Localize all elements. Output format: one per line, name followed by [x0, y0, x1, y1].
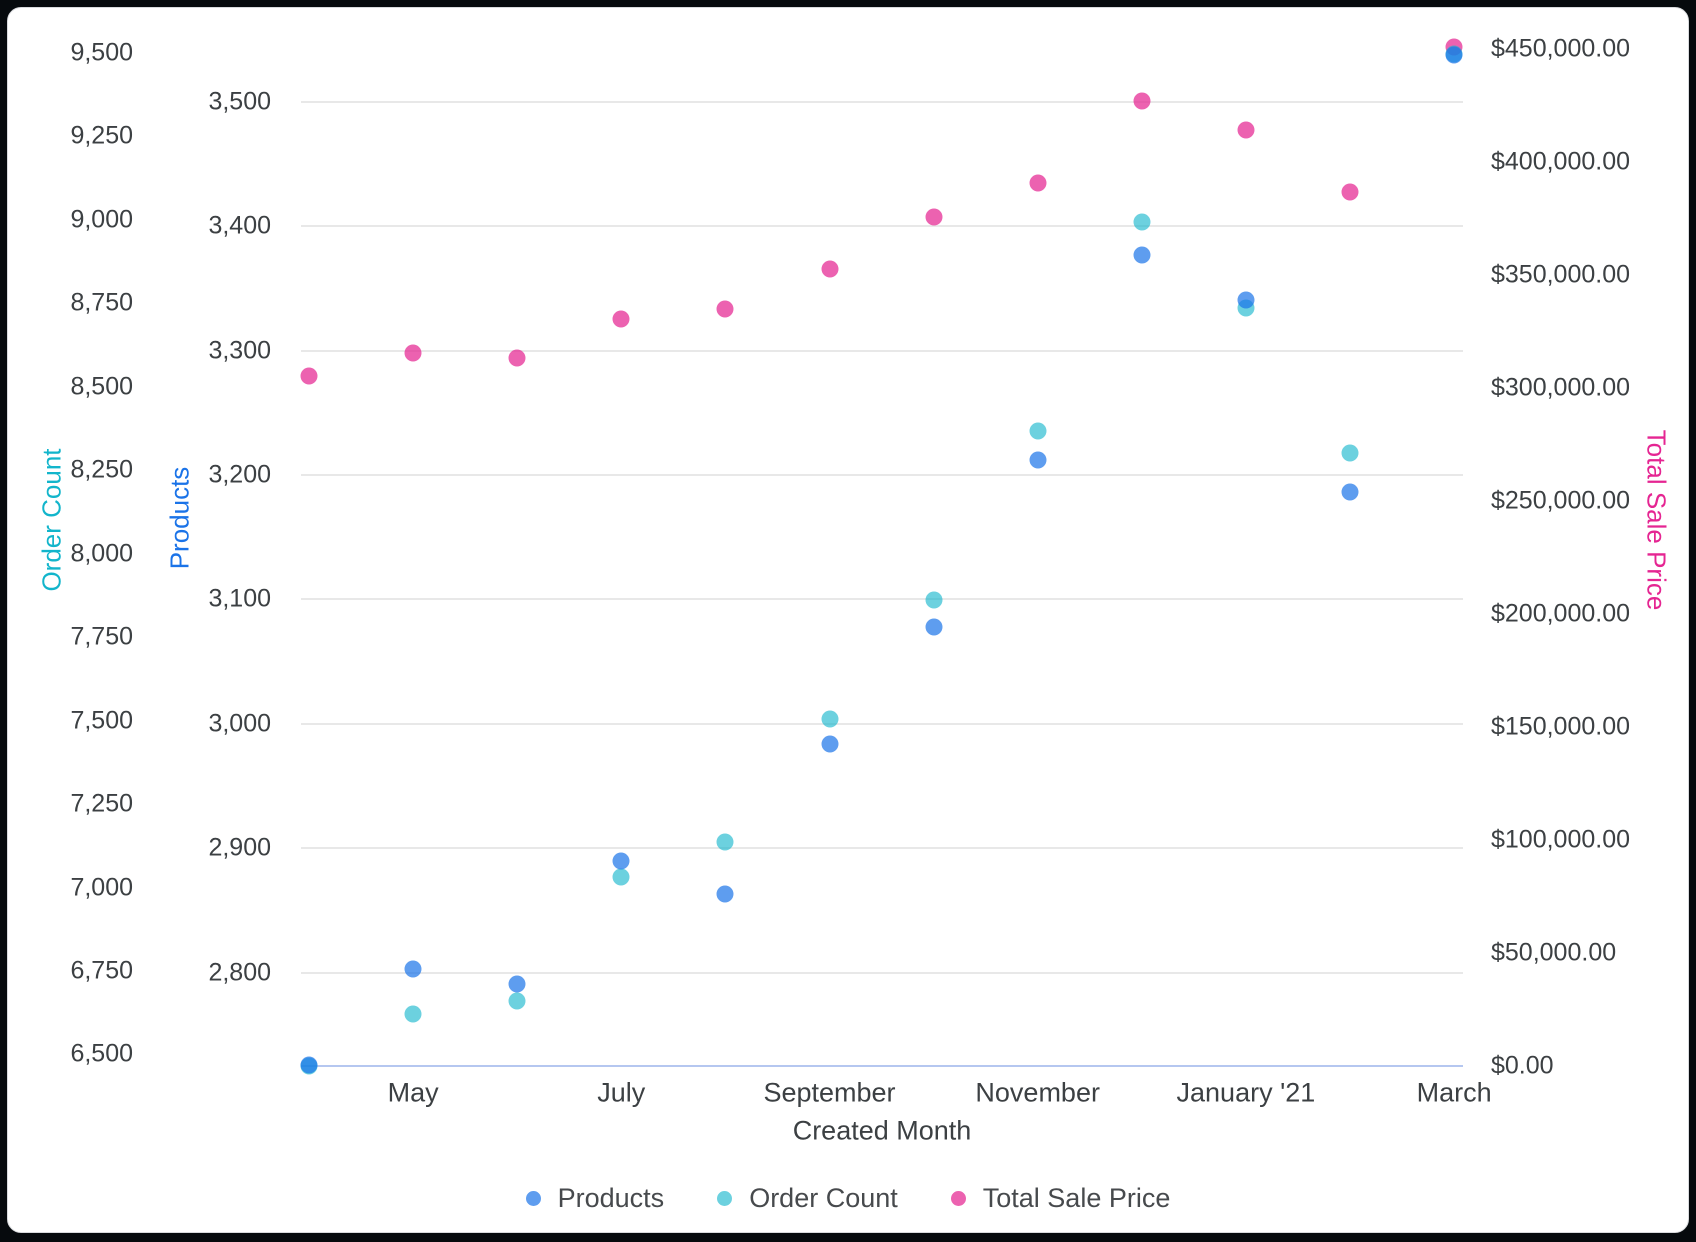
products-tick-label: 3,300	[208, 336, 271, 365]
total_sale_price-tick-label: $200,000.00	[1491, 599, 1631, 628]
order_count-tick-label: 9,000	[70, 205, 133, 234]
x-tick-label: January '21	[1176, 1077, 1316, 1108]
data-point-total-sale-price[interactable]	[404, 344, 422, 362]
data-point-total-sale-price[interactable]	[1133, 92, 1151, 110]
legend-item-products[interactable]: Products	[525, 1183, 665, 1214]
total_sale_price-tick-label: $350,000.00	[1491, 260, 1631, 289]
data-point-products[interactable]	[300, 1056, 318, 1074]
legend-label: Order Count	[749, 1183, 898, 1213]
data-point-order-count[interactable]	[612, 868, 630, 886]
x-tick-label: May	[387, 1077, 439, 1108]
legend-item-total-sale-price[interactable]: Total Sale Price	[950, 1183, 1171, 1214]
data-point-total-sale-price[interactable]	[612, 310, 630, 328]
order_count-tick-label: 7,000	[70, 873, 133, 901]
data-point-total-sale-price[interactable]	[925, 208, 943, 226]
data-point-order-count[interactable]	[925, 591, 943, 609]
gridline	[301, 101, 1463, 103]
order_count-tick-label: 9,500	[70, 38, 133, 67]
products-tick-label: 3,000	[208, 709, 271, 738]
products-tick-label: 3,400	[208, 211, 271, 240]
x-tick-label: November	[975, 1077, 1100, 1108]
x-tick-label: September	[763, 1077, 896, 1108]
products-tick-label: 3,100	[208, 584, 271, 613]
data-point-total-sale-price[interactable]	[1341, 183, 1359, 201]
gridline	[301, 598, 1463, 601]
order_count-tick-label: 9,250	[70, 121, 133, 150]
total_sale_price-tick-label: $0.00	[1491, 1051, 1554, 1080]
x-axis-title: Created Month	[792, 1115, 972, 1146]
order_count-tick-label: 7,500	[70, 706, 133, 735]
total_sale_price-tick-label: $300,000.00	[1491, 373, 1631, 402]
legend-dot-icon	[717, 1191, 733, 1206]
order_count-tick-label: 7,750	[70, 622, 133, 651]
data-point-total-sale-price[interactable]	[1029, 174, 1047, 192]
products-tick-label: 2,800	[208, 958, 271, 986]
order_count-tick-label: 8,000	[70, 539, 133, 568]
data-point-order-count[interactable]	[404, 1005, 422, 1023]
data-point-products[interactable]	[1445, 46, 1463, 64]
data-point-order-count[interactable]	[1341, 444, 1359, 462]
legend-dot-icon	[950, 1191, 966, 1206]
products-tick-label: 2,900	[208, 833, 271, 862]
data-point-total-sale-price[interactable]	[508, 349, 526, 367]
order_count-tick-label: 7,250	[70, 789, 133, 818]
products-tick-label: 3,500	[208, 87, 271, 116]
total_sale_price-tick-label: $150,000.00	[1491, 712, 1631, 741]
order_count-tick-label: 8,750	[70, 288, 133, 317]
data-point-total-sale-price[interactable]	[300, 367, 318, 385]
data-point-products[interactable]	[1029, 451, 1047, 469]
total_sale_price-tick-label: $450,000.00	[1491, 34, 1631, 63]
data-point-products[interactable]	[1341, 483, 1359, 501]
data-point-order-count[interactable]	[1133, 213, 1151, 231]
gridline	[301, 722, 1463, 725]
data-point-total-sale-price[interactable]	[821, 260, 838, 278]
data-point-products[interactable]	[716, 885, 734, 903]
legend: Products Order Count Total Sale Price	[8, 1183, 1688, 1214]
legend-item-order-count[interactable]: Order Count	[717, 1183, 898, 1214]
legend-dot-icon	[525, 1191, 541, 1206]
data-point-order-count[interactable]	[821, 710, 838, 728]
data-point-order-count[interactable]	[716, 833, 734, 851]
data-point-total-sale-price[interactable]	[716, 300, 734, 318]
data-point-products[interactable]	[1237, 291, 1255, 309]
order_count-tick-label: 8,250	[70, 455, 133, 484]
order_count-tick-label: 6,750	[70, 956, 133, 985]
total_sale_price-tick-label: $400,000.00	[1491, 147, 1631, 176]
data-point-products[interactable]	[821, 735, 838, 753]
gridline	[301, 225, 1463, 228]
chart-card: Order Count Products Total Sale Price Cr…	[7, 7, 1689, 1233]
total_sale_price-tick-label: $100,000.00	[1491, 825, 1631, 854]
products-tick-label: 3,200	[208, 460, 271, 489]
data-point-order-count[interactable]	[1029, 422, 1047, 440]
data-point-products[interactable]	[1133, 246, 1151, 264]
total_sale_price-tick-label: $50,000.00	[1491, 938, 1617, 967]
data-point-products[interactable]	[612, 852, 630, 870]
data-point-products[interactable]	[508, 975, 526, 993]
x-tick-label: July	[597, 1077, 646, 1108]
gridline	[301, 847, 1463, 850]
x-tick-label: March	[1416, 1077, 1492, 1108]
order_count-tick-label: 8,500	[70, 372, 133, 401]
gridline	[301, 349, 1463, 352]
legend-label: Products	[557, 1183, 665, 1213]
gridline	[301, 971, 1463, 974]
data-point-products[interactable]	[925, 618, 943, 636]
data-point-products[interactable]	[404, 960, 422, 978]
legend-label: Total Sale Price	[982, 1183, 1171, 1213]
x-axis-line	[301, 1065, 1463, 1067]
total_sale_price-tick-label: $250,000.00	[1491, 486, 1631, 515]
order_count-tick-label: 6,500	[70, 1039, 133, 1068]
y-axis-title-total-sale-price: Total Sale Price	[1641, 429, 1672, 611]
data-point-order-count[interactable]	[508, 992, 526, 1010]
data-point-total-sale-price[interactable]	[1237, 121, 1255, 139]
gridline	[301, 474, 1463, 477]
